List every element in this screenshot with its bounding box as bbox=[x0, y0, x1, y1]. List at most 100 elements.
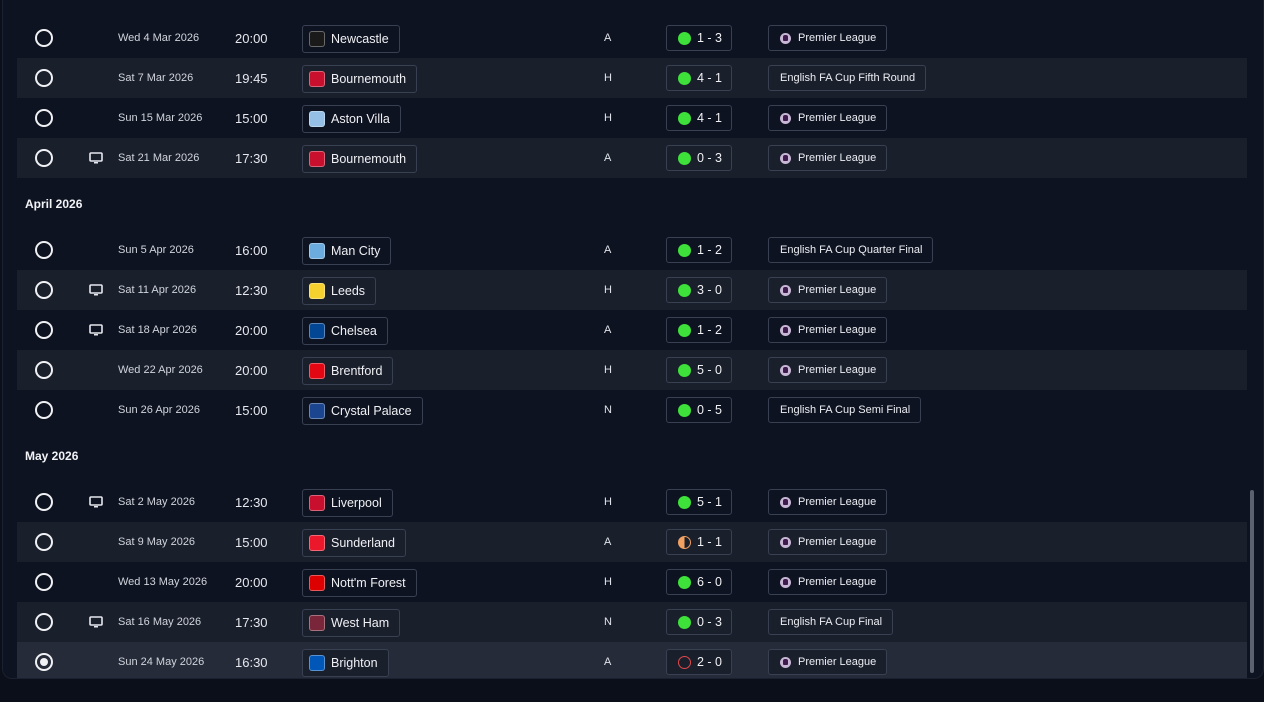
kickoff-time: 16:00 bbox=[235, 242, 268, 258]
opponent-name: Brighton bbox=[331, 656, 378, 670]
select-radio[interactable] bbox=[35, 149, 53, 167]
result-button[interactable]: 4 - 1 bbox=[666, 105, 732, 131]
competition-button[interactable]: English FA Cup Final bbox=[768, 609, 894, 635]
scrollbar[interactable] bbox=[1250, 490, 1254, 673]
opponent-button[interactable]: Brighton bbox=[302, 649, 389, 677]
kickoff-time: 19:45 bbox=[235, 70, 268, 86]
fixture-row[interactable]: Sat 2 May 2026 12:30 Liverpool H 5 - 1 Premie… bbox=[17, 482, 1247, 522]
competition-button[interactable]: Premier League bbox=[768, 357, 888, 383]
competition-button[interactable]: Premier League bbox=[768, 649, 888, 675]
competition-name: Premier League bbox=[798, 32, 877, 44]
select-radio[interactable] bbox=[35, 109, 53, 127]
result-button[interactable]: 0 - 5 bbox=[666, 397, 732, 423]
premier-league-icon bbox=[780, 496, 791, 508]
premier-league-icon bbox=[780, 152, 791, 164]
fixture-row[interactable]: Wed 22 Apr 2026 20:00 Brentford H 5 - 0 Premi… bbox=[17, 350, 1247, 390]
fixture-row[interactable]: Sat 11 Apr 2026 12:30 Leeds H 3 - 0 Premier L… bbox=[17, 270, 1247, 310]
result-button[interactable]: 1 - 1 bbox=[666, 529, 732, 555]
match-date: Sun 26 Apr 2026 bbox=[118, 404, 200, 416]
opponent-button[interactable]: Aston Villa bbox=[302, 105, 401, 133]
fixture-row[interactable]: Sat 18 Apr 2026 20:00 Chelsea A 1 - 2 Premier… bbox=[17, 310, 1247, 350]
opponent-button[interactable]: Brentford bbox=[302, 357, 394, 385]
select-radio[interactable] bbox=[35, 493, 53, 511]
opponent-button[interactable]: Chelsea bbox=[302, 317, 388, 345]
result-button[interactable]: 2 - 0 bbox=[666, 649, 732, 675]
select-radio[interactable] bbox=[35, 401, 53, 419]
competition-button[interactable]: Premier League bbox=[768, 277, 888, 303]
opponent-button[interactable]: Crystal Palace bbox=[302, 397, 423, 425]
select-radio[interactable] bbox=[35, 241, 53, 259]
club-badge-icon bbox=[309, 655, 325, 671]
club-badge-icon bbox=[309, 495, 325, 511]
fixture-row[interactable]: Sat 21 Mar 2026 17:30 Bournemouth A 0 - 3 Pre… bbox=[17, 138, 1247, 178]
opponent-button[interactable]: Sunderland bbox=[302, 529, 406, 557]
select-radio[interactable] bbox=[35, 573, 53, 591]
result-button[interactable]: 1 - 3 bbox=[666, 25, 732, 51]
result-button[interactable]: 1 - 2 bbox=[666, 237, 732, 263]
opponent-name: Leeds bbox=[331, 284, 366, 298]
fixture-row[interactable]: Sun 5 Apr 2026 16:00 Man City A 1 - 2 English… bbox=[17, 230, 1247, 270]
club-badge-icon bbox=[309, 31, 325, 47]
club-badge-icon bbox=[309, 615, 325, 631]
result-button[interactable]: 0 - 3 bbox=[666, 609, 732, 635]
score: 2 - 0 bbox=[697, 655, 723, 669]
competition-name: Premier League bbox=[798, 284, 877, 296]
competition-button[interactable]: English FA Cup Fifth Round bbox=[768, 65, 927, 91]
result-button[interactable]: 3 - 0 bbox=[666, 277, 732, 303]
match-date: Wed 13 May 2026 bbox=[118, 576, 208, 588]
venue: H bbox=[604, 72, 612, 84]
competition-button[interactable]: English FA Cup Quarter Final bbox=[768, 237, 934, 263]
select-radio[interactable] bbox=[35, 653, 53, 671]
fixture-row[interactable]: Sun 24 May 2026 16:30 Brighton A 2 - 0 Premie… bbox=[17, 642, 1247, 678]
result-button[interactable]: 6 - 0 bbox=[666, 569, 732, 595]
premier-league-icon bbox=[780, 576, 791, 588]
score: 0 - 5 bbox=[697, 403, 723, 417]
competition-button[interactable]: Premier League bbox=[768, 569, 888, 595]
competition-button[interactable]: Premier League bbox=[768, 529, 888, 555]
club-badge-icon bbox=[309, 111, 325, 127]
opponent-name: Nott'm Forest bbox=[331, 576, 406, 590]
competition-button[interactable]: Premier League bbox=[768, 25, 888, 51]
fixture-row[interactable]: Sun 26 Apr 2026 15:00 Crystal Palace N 0 - 5… bbox=[17, 390, 1247, 430]
month-label: April 2026 bbox=[25, 197, 83, 211]
kickoff-time: 17:30 bbox=[235, 150, 268, 166]
match-date: Wed 22 Apr 2026 bbox=[118, 364, 203, 376]
opponent-button[interactable]: Man City bbox=[302, 237, 392, 265]
competition-button[interactable]: Premier League bbox=[768, 105, 888, 131]
result-button[interactable]: 1 - 2 bbox=[666, 317, 732, 343]
select-radio[interactable] bbox=[35, 281, 53, 299]
select-radio[interactable] bbox=[35, 361, 53, 379]
fixture-row[interactable]: Sat 7 Mar 2026 19:45 Bournemouth H 4 - 1 Engl… bbox=[17, 58, 1247, 98]
fixture-row[interactable]: Sun 15 Mar 2026 15:00 Aston Villa H 4 - 1 Pre… bbox=[17, 98, 1247, 138]
result-button[interactable]: 4 - 1 bbox=[666, 65, 732, 91]
select-radio[interactable] bbox=[35, 613, 53, 631]
competition-button[interactable]: Premier League bbox=[768, 145, 888, 171]
fixture-row[interactable]: Sat 16 May 2026 17:30 West Ham N 0 - 3 Englis… bbox=[17, 602, 1247, 642]
select-radio[interactable] bbox=[35, 321, 53, 339]
opponent-button[interactable]: Leeds bbox=[302, 277, 377, 305]
select-radio[interactable] bbox=[35, 69, 53, 87]
opponent-button[interactable]: Bournemouth bbox=[302, 145, 418, 173]
match-date: Sat 18 Apr 2026 bbox=[118, 324, 197, 336]
fixture-row[interactable]: Wed 13 May 2026 20:00 Nott'm Forest H 6 - 0 P… bbox=[17, 562, 1247, 602]
competition-button[interactable]: English FA Cup Semi Final bbox=[768, 397, 922, 423]
kickoff-time: 12:30 bbox=[235, 282, 268, 298]
opponent-button[interactable]: Liverpool bbox=[302, 489, 393, 517]
opponent-button[interactable]: Newcastle bbox=[302, 25, 400, 53]
competition-name: Premier League bbox=[798, 576, 877, 588]
select-radio[interactable] bbox=[35, 29, 53, 47]
select-radio[interactable] bbox=[35, 533, 53, 551]
fixture-row[interactable]: Sat 9 May 2026 15:00 Sunderland A 1 - 1 Premi… bbox=[17, 522, 1247, 562]
opponent-button[interactable]: West Ham bbox=[302, 609, 401, 637]
result-button[interactable]: 5 - 0 bbox=[666, 357, 732, 383]
result-button[interactable]: 5 - 1 bbox=[666, 489, 732, 515]
competition-button[interactable]: Premier League bbox=[768, 489, 888, 515]
kickoff-time: 15:00 bbox=[235, 402, 268, 418]
premier-league-icon bbox=[780, 32, 791, 44]
opponent-button[interactable]: Bournemouth bbox=[302, 65, 418, 93]
result-button[interactable]: 0 - 3 bbox=[666, 145, 732, 171]
opponent-button[interactable]: Nott'm Forest bbox=[302, 569, 417, 597]
club-badge-icon bbox=[309, 71, 325, 87]
competition-button[interactable]: Premier League bbox=[768, 317, 888, 343]
fixture-row[interactable]: Wed 4 Mar 2026 20:00 Newcastle A 1 - 3 Premie… bbox=[17, 18, 1247, 58]
